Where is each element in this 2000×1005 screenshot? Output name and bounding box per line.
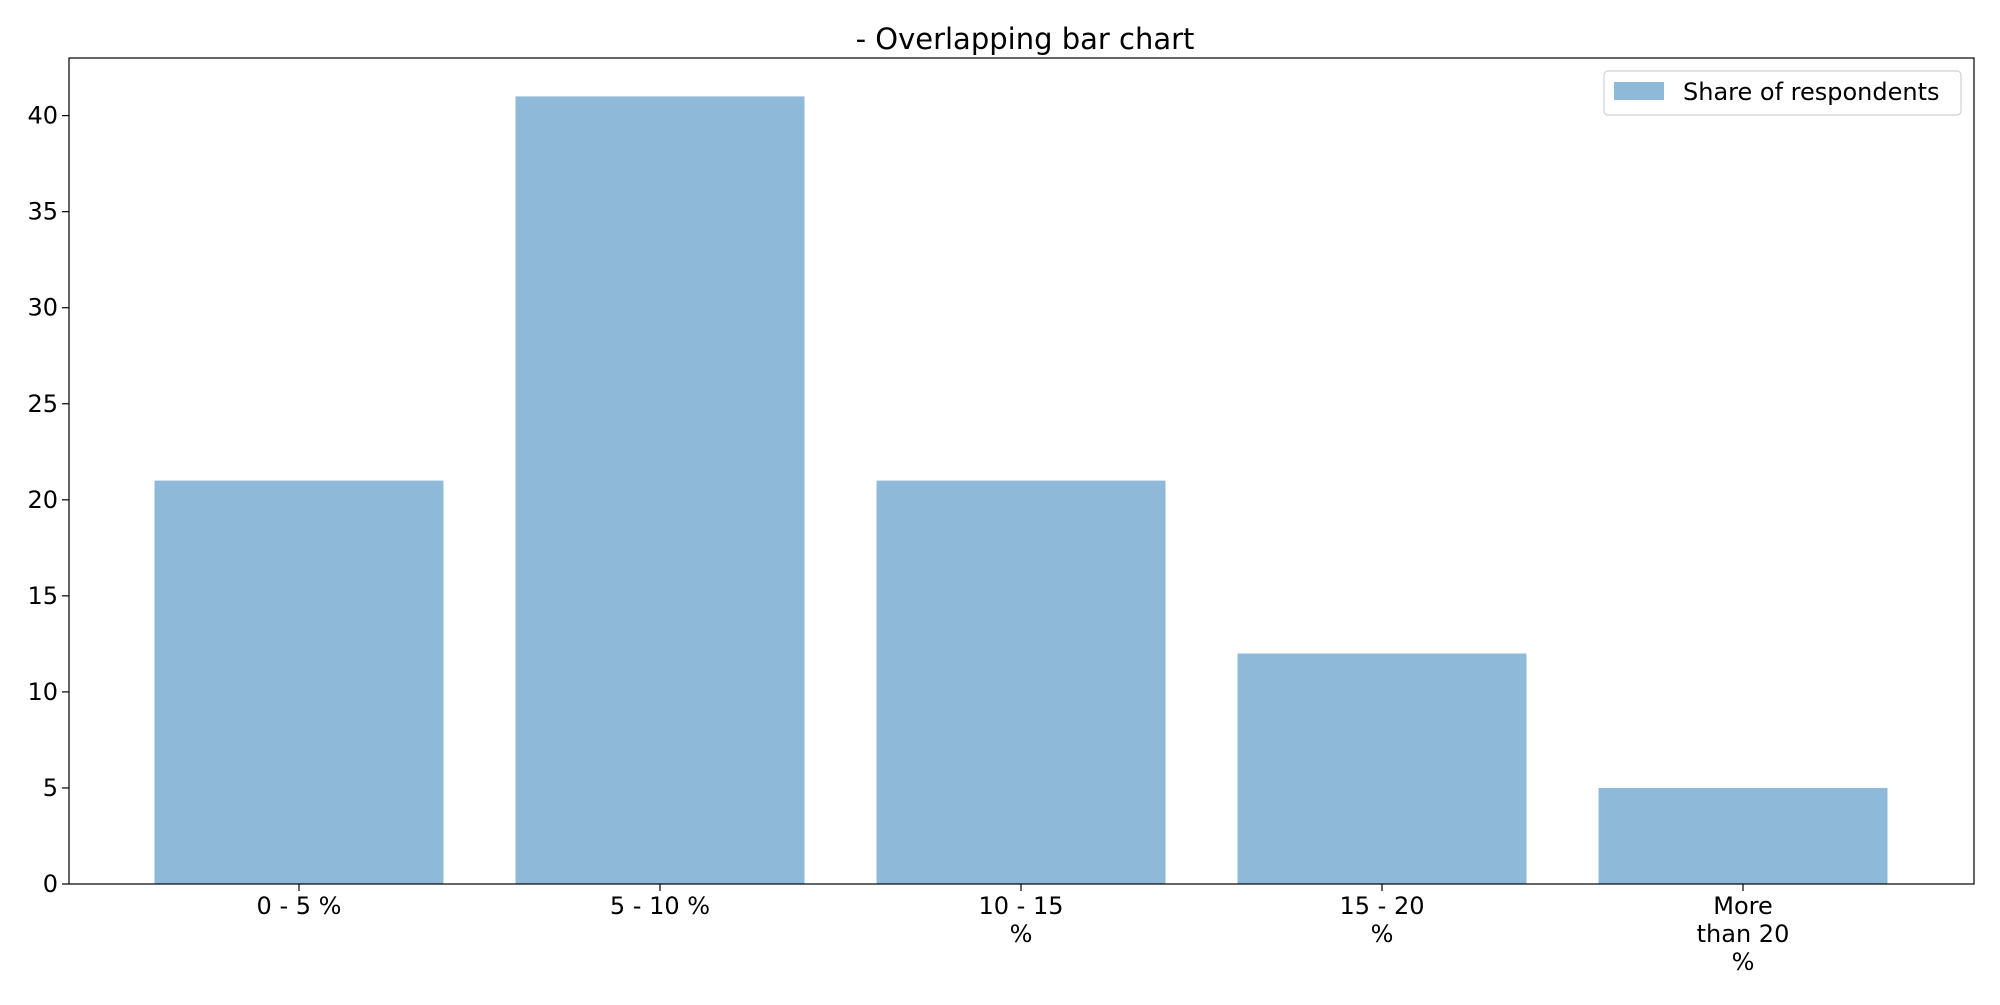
x-tick-label: 5 - 10 % [610, 892, 710, 920]
bar-3 [876, 480, 1166, 884]
bar-4 [1237, 653, 1527, 884]
legend-swatch [1614, 82, 1664, 100]
bar-5 [1598, 787, 1888, 884]
bar-1 [154, 480, 444, 884]
x-tick-label: 15 - 20% [1340, 892, 1425, 948]
x-tick-label: 10 - 15% [979, 892, 1064, 948]
y-tick-label: 25 [27, 390, 58, 418]
plot-frame [68, 57, 1975, 885]
y-tick-label: 30 [27, 294, 58, 322]
x-axis: 0 - 5 % 5 - 10 % 10 - 15 % 15 - 20 % More than … [257, 884, 1790, 976]
y-tick-label: 0 [43, 870, 58, 898]
chart-title: - Overlapping bar chart [856, 22, 1195, 56]
y-tick-label: 10 [27, 678, 58, 706]
x-tick-label: More than 20% [1697, 892, 1790, 976]
bars-layer [154, 96, 1888, 885]
legend-box [1603, 70, 1962, 116]
legend: Share of respondents [1603, 70, 1962, 116]
y-tick-label: 5 [43, 774, 58, 802]
bar-2 [515, 96, 805, 885]
legend-entry: Share of respondents [1683, 78, 1940, 106]
y-tick-label: 15 [27, 582, 58, 610]
y-tick-label: 40 [27, 102, 58, 130]
y-axis: 0 5 10 15 20 25 30 35 40 [27, 102, 69, 898]
x-tick-label: 0 - 5 % [257, 892, 342, 920]
y-tick-label: 35 [27, 198, 58, 226]
y-tick-label: 20 [27, 486, 58, 514]
